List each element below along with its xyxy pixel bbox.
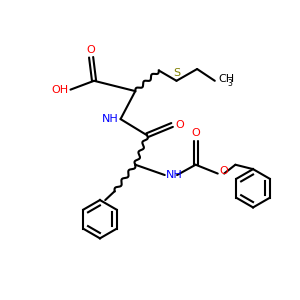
Text: S: S: [173, 68, 180, 78]
Text: NH: NH: [166, 170, 183, 180]
Text: O: O: [191, 128, 200, 138]
Text: CH: CH: [218, 74, 234, 84]
Text: O: O: [176, 120, 184, 130]
Text: NH: NH: [102, 114, 119, 124]
Text: 3: 3: [228, 79, 232, 88]
Text: O: O: [87, 45, 95, 55]
Text: O: O: [219, 166, 228, 176]
Text: OH: OH: [52, 85, 69, 94]
